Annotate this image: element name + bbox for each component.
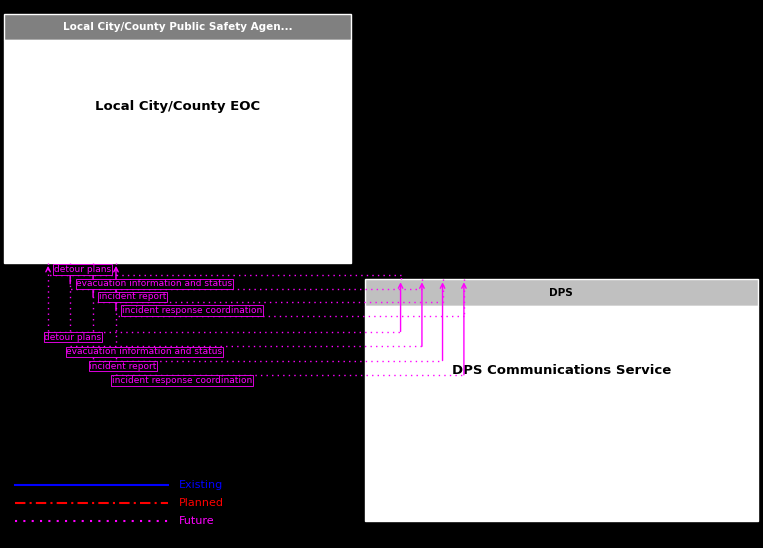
Text: evacuation information and status: evacuation information and status: [76, 279, 233, 288]
Text: detour plans: detour plans: [54, 265, 111, 274]
Text: detour plans: detour plans: [44, 333, 101, 341]
Text: Future: Future: [179, 516, 215, 526]
Text: DPS: DPS: [549, 288, 573, 298]
Text: Local City/County Public Safety Agen...: Local City/County Public Safety Agen...: [63, 22, 292, 32]
Bar: [365, 279, 758, 306]
Text: Planned: Planned: [179, 498, 224, 508]
Text: evacuation information and status: evacuation information and status: [66, 347, 223, 356]
Text: Existing: Existing: [179, 480, 224, 490]
Text: incident report: incident report: [99, 293, 166, 301]
Text: incident report: incident report: [89, 362, 156, 370]
Bar: [4, 14, 351, 40]
Text: incident response coordination: incident response coordination: [122, 306, 262, 315]
Text: DPS Communications Service: DPS Communications Service: [452, 364, 671, 376]
Bar: [4, 40, 351, 263]
Bar: [365, 306, 758, 521]
Text: incident response coordination: incident response coordination: [112, 376, 253, 385]
Text: Local City/County EOC: Local City/County EOC: [95, 100, 260, 113]
